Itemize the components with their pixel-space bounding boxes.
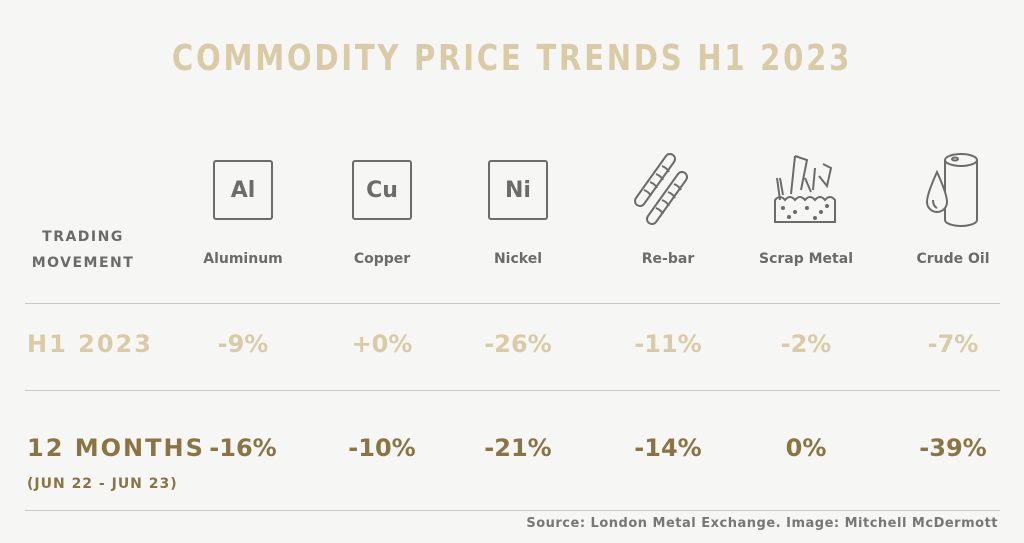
h1-value-aluminum: -9% bbox=[217, 330, 269, 358]
rebar-icon bbox=[598, 150, 738, 230]
h1-value-crude-oil: -7% bbox=[927, 330, 979, 358]
h1-value-nickel: -26% bbox=[484, 330, 552, 358]
aluminum-symbol: Al bbox=[213, 160, 273, 220]
12m-value-copper: -10% bbox=[348, 434, 416, 462]
oil-barrel-icon bbox=[883, 150, 1023, 230]
row-sublabel-12-months: (JUN 22 - JUN 23) bbox=[27, 476, 178, 492]
divider bbox=[25, 303, 1000, 304]
nickel-symbol: Ni bbox=[488, 160, 548, 220]
column-scrap-metal: Scrap Metal bbox=[759, 251, 853, 267]
12m-value-crude-oil: -39% bbox=[919, 434, 987, 462]
source-credit: Source: London Metal Exchange. Image: Mi… bbox=[526, 516, 998, 531]
12m-value-aluminum: -16% bbox=[209, 434, 277, 462]
12m-value-nickel: -21% bbox=[484, 434, 552, 462]
row-label-h1-2023: H1 2023 bbox=[27, 330, 153, 358]
row-header: TRADING MOVEMENT bbox=[31, 229, 135, 271]
aluminum-element-icon: Al bbox=[173, 150, 313, 230]
12m-value-rebar: -14% bbox=[634, 434, 702, 462]
h1-value-rebar: -11% bbox=[634, 330, 702, 358]
copper-symbol: Cu bbox=[352, 160, 412, 220]
nickel-element-icon: Ni bbox=[448, 150, 588, 230]
divider bbox=[25, 390, 1000, 391]
column-rebar: Re-bar bbox=[641, 251, 695, 267]
row-label-12-months: 12 MONTHS bbox=[27, 434, 205, 462]
column-crude-oil: Crude Oil bbox=[916, 251, 990, 267]
column-nickel: Nickel bbox=[493, 251, 543, 267]
h1-value-scrap-metal: -2% bbox=[780, 330, 832, 358]
column-aluminum: Aluminum bbox=[203, 251, 283, 267]
12m-value-scrap-metal: 0% bbox=[785, 434, 827, 462]
scrap-metal-icon bbox=[736, 150, 876, 230]
page-title: COMMODITY PRICE TRENDS H1 2023 bbox=[171, 38, 853, 79]
divider bbox=[25, 510, 1000, 511]
copper-element-icon: Cu bbox=[312, 150, 452, 230]
column-copper: Copper bbox=[353, 251, 411, 267]
h1-value-copper: +0% bbox=[351, 330, 413, 358]
